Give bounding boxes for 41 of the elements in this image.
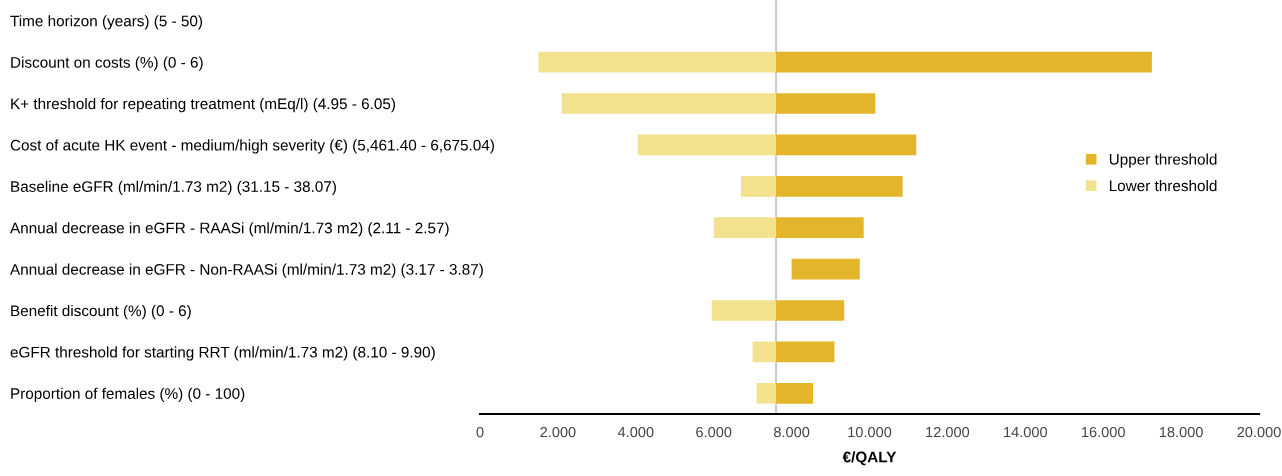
x-tick-label: 16.000 — [1082, 426, 1125, 438]
x-tick-label: 6.000 — [696, 426, 732, 438]
y-tick-label: Benefit discount (%) (0 - 6) — [11, 304, 191, 320]
bar — [776, 217, 864, 239]
bar — [776, 51, 1152, 73]
bar — [711, 300, 777, 321]
y-tick-label: Annual decrease in eGFR - RAASi (ml/min/1.73 m2) (2.11 - 2.57) — [10, 222, 449, 237]
y-tick-label: K+ threshold for repeating treatment (mEq/l) (4.95 - 6.05) — [11, 97, 395, 113]
x-tick-label: 2.000 — [540, 426, 576, 438]
x-tick-label: 4.000 — [617, 426, 654, 438]
bar — [776, 175, 903, 197]
x-tick-label: 12.000 — [926, 426, 970, 438]
bar — [776, 300, 845, 321]
legend-label: Upper threshold — [1109, 153, 1217, 168]
x-tick-label: 10.000 — [848, 426, 892, 438]
y-tick-label: Baseline eGFR (ml/min/1.73 m2) (31.15 - 38.07) — [11, 180, 336, 195]
y-tick-label: Time horizon (years) (5 - 50) — [10, 15, 203, 30]
x-tick-label: 8.000 — [773, 426, 810, 438]
y-tick-label: Discount on costs (%) (0 - 6) — [11, 56, 203, 71]
bar — [791, 258, 860, 280]
bar — [752, 341, 777, 363]
bar — [776, 341, 835, 363]
bar — [538, 51, 777, 73]
bar — [776, 134, 917, 156]
bar — [776, 93, 876, 114]
legend-label: Lower threshold — [1109, 179, 1217, 192]
x-tick-label: 18.000 — [1159, 426, 1203, 438]
bar — [561, 93, 777, 114]
x-tick-label: 20.000 — [1237, 426, 1281, 438]
y-tick-label: eGFR threshold for starting RRT (ml/min/1.73 m2) (8.10 - 9.90) — [10, 346, 435, 361]
x-tick-label: 14.000 — [1004, 426, 1048, 438]
y-tick-label: Proportion of females (%) (0 - 100) — [11, 387, 245, 403]
bar — [740, 175, 777, 197]
x-tick-label: 0 — [476, 426, 484, 438]
bar — [756, 382, 777, 404]
y-tick-label: Annual decrease in eGFR - Non-RAASi (ml/min/1.73 m2) (3.17 - 3.87) — [10, 263, 483, 278]
x-axis-title: €/QALY — [842, 451, 897, 466]
bar — [776, 382, 814, 404]
bar — [713, 217, 777, 239]
y-tick-label: Cost of acute HK event - medium/high severity (€) (5,461.40 - 6,675.04) — [10, 139, 494, 154]
bar — [637, 134, 777, 156]
